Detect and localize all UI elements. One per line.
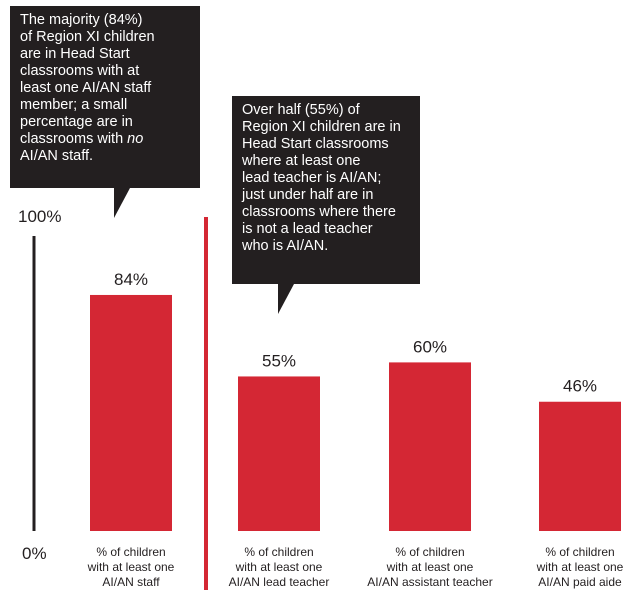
bar-2-category-label-line-3: AI/AN lead teacher [229,575,330,589]
callout-majority-text-end: AI/AN staff. [20,148,94,164]
y-tick-min: 0% [22,544,47,563]
bar-2 [238,376,320,531]
bar-3-category-label-line-3: AI/AN assistant teacher [367,575,492,589]
bar-3 [389,362,471,531]
bar-4-category-label-line-1: % of children [545,545,614,559]
bar-3-category-label-line-2: with at least one [386,560,474,574]
bar-3-category-label-line-1: % of children [395,545,464,559]
bar-1 [90,294,172,531]
callout-majority-pointer [114,188,130,218]
bar-2-category-label-line-2: with at least one [235,560,323,574]
bar-4-value-label: 46% [563,377,597,396]
callout-over-half-pointer [278,284,294,314]
callout-majority-text: The majority (84%) of Region XI children… [20,12,190,165]
bar-1-value-label: 84% [114,270,148,289]
bar-4-category-label-line-3: AI/AN paid aide [538,575,622,589]
bar-4-category-label-line-2: with at least one [536,560,624,574]
callout-over-half: Over half (55%) of Region XI children ar… [232,96,420,314]
callout-majority-emphasis: no [127,131,144,147]
bar-2-value-label: 55% [262,351,296,370]
bar-1-category-label-line-3: AI/AN staff [102,575,160,589]
callout-over-half-text: Over half (55%) of Region XI children ar… [242,102,401,254]
y-tick-max: 100% [18,207,61,226]
bar-1-category-label-line-1: % of children [96,545,165,559]
bar-3-value-label: 60% [413,337,447,356]
bar-4 [539,401,621,531]
bar-1-category-label-line-2: with at least one [87,560,175,574]
callout-majority: The majority (84%) of Region XI children… [10,6,200,218]
bar-2-category-label-line-1: % of children [244,545,313,559]
callout-majority-text-start: The majority (84%) of Region XI children… [20,12,155,147]
